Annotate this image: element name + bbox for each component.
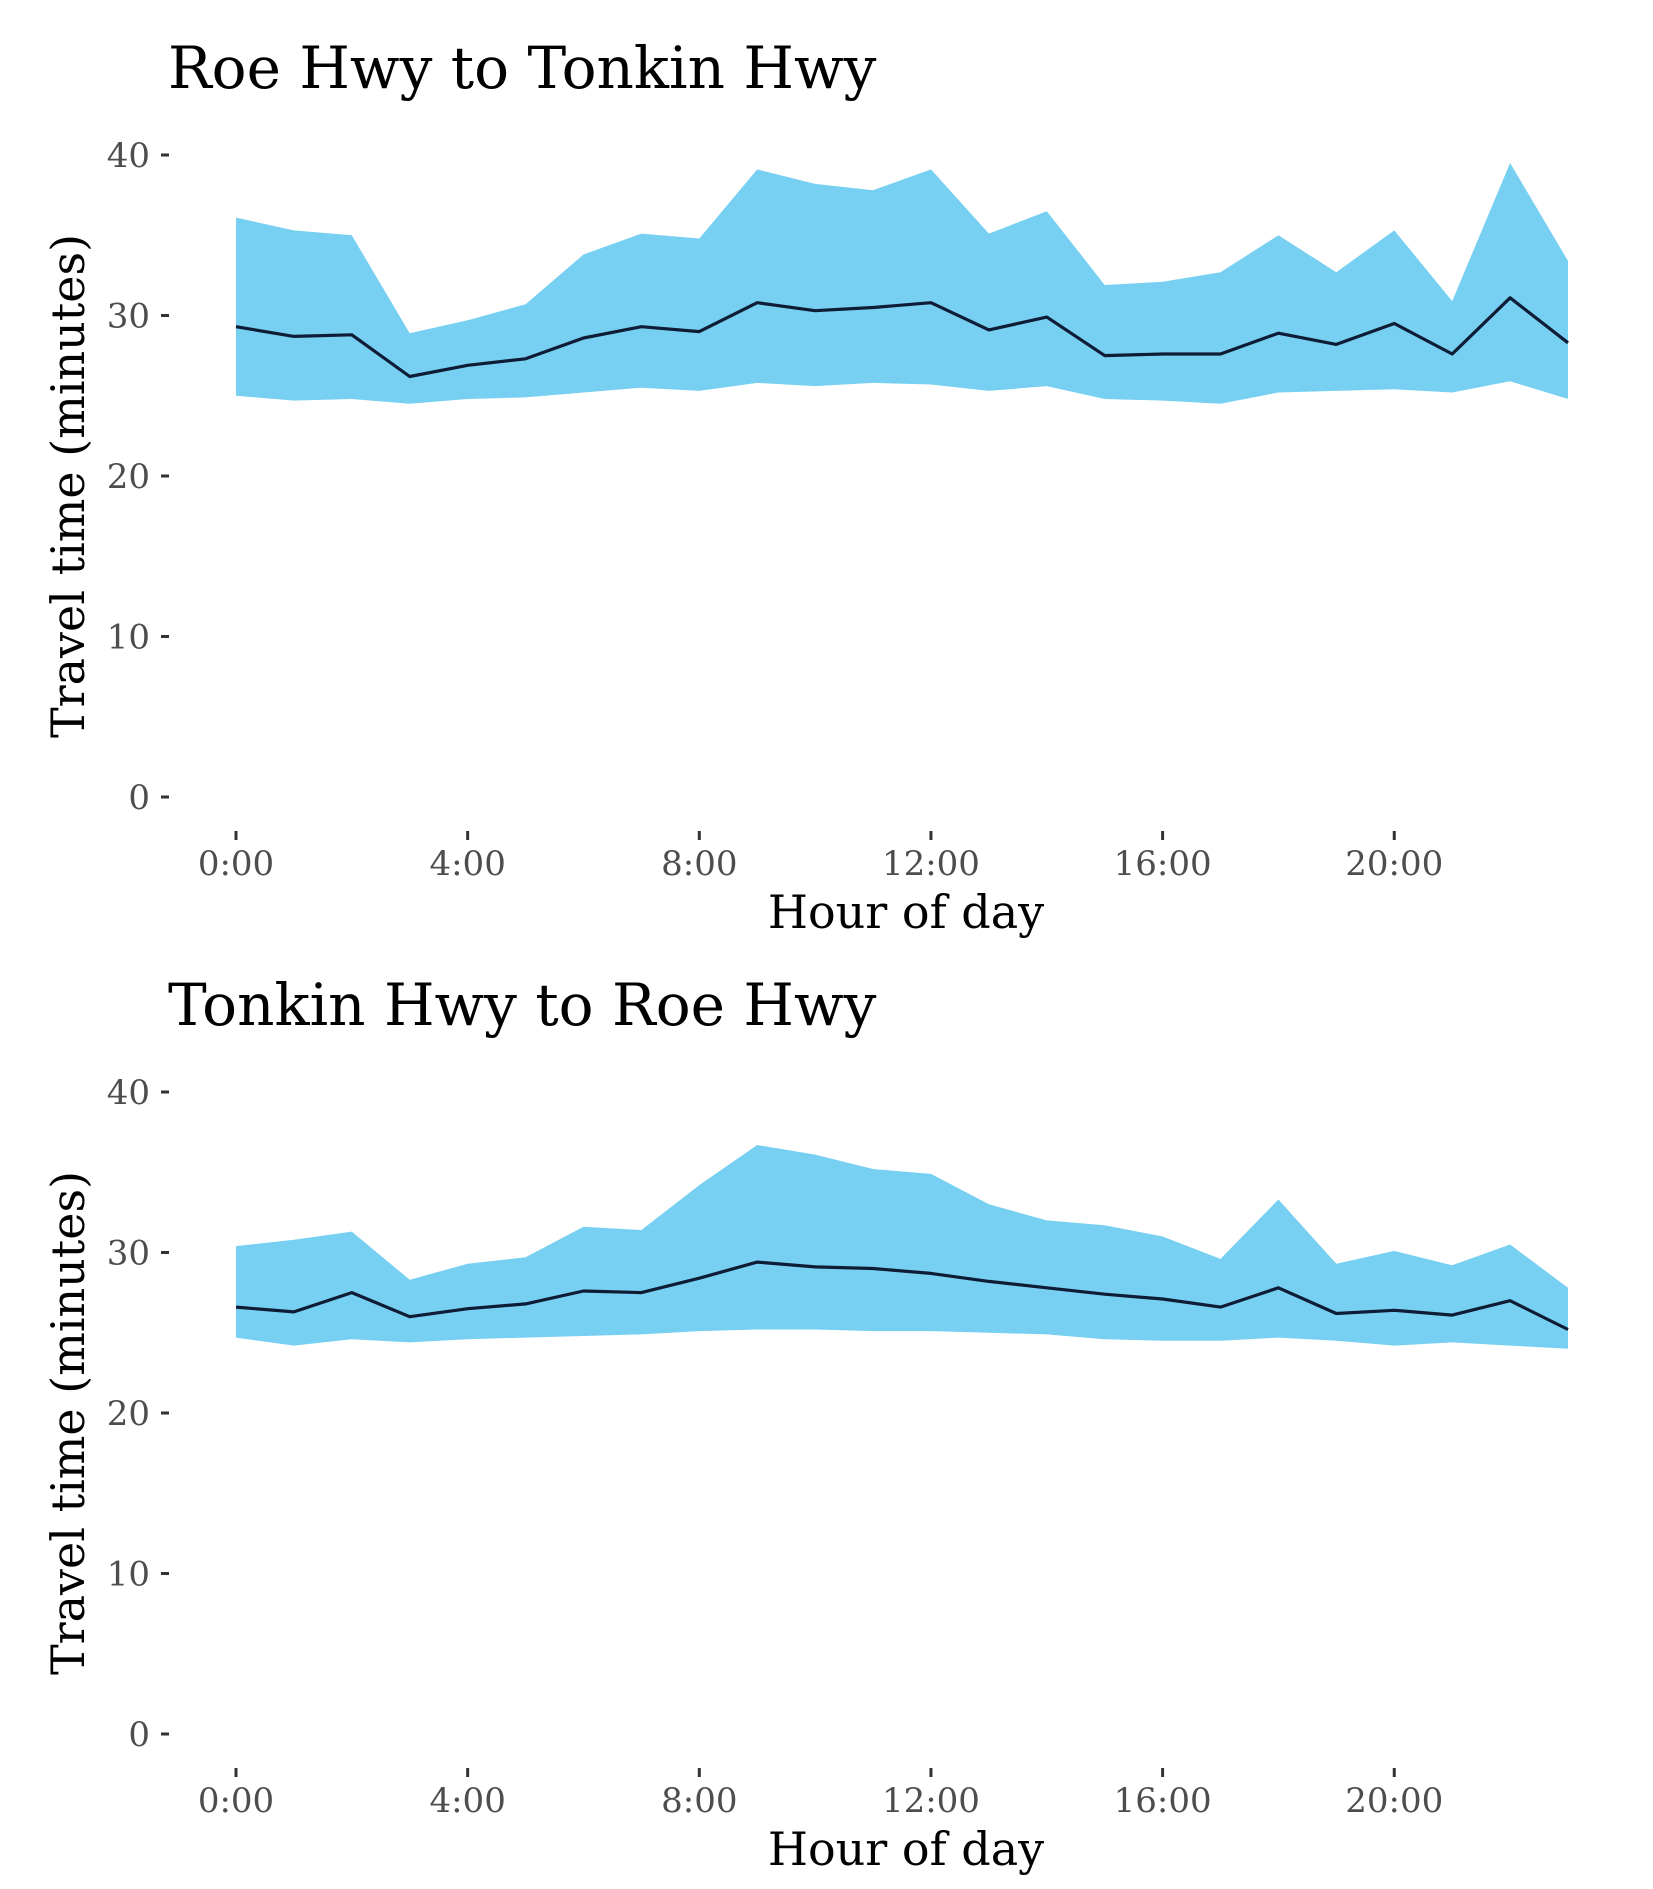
x-tick-label: 4:00 <box>429 1781 505 1821</box>
x-tick-label: 12:00 <box>882 1781 980 1821</box>
y-tick-label: 40 <box>107 1073 150 1113</box>
chart-title: Roe Hwy to Tonkin Hwy <box>168 34 877 102</box>
y-tick-label: 30 <box>107 1234 150 1274</box>
chart-title: Tonkin Hwy to Roe Hwy <box>168 971 877 1039</box>
x-tick-label: 16:00 <box>1114 1781 1212 1821</box>
x-axis-title: Hour of day <box>768 1822 1044 1876</box>
travel-time-line <box>235 296 1569 379</box>
x-tick-label: 16:00 <box>1114 844 1212 884</box>
x-tick-label: 8:00 <box>661 844 737 884</box>
travel-time-line <box>235 1260 1569 1331</box>
y-tick-label: 20 <box>107 457 150 497</box>
travel-time-range-band <box>236 163 1568 404</box>
x-tick-label: 0:00 <box>198 844 274 884</box>
y-tick-label: 30 <box>107 297 150 337</box>
x-axis-title: Hour of day <box>768 885 1044 939</box>
chart-panel-roe-to-tonkin: Roe Hwy to Tonkin Hwy 0 10 20 30 40 0:00 4:00 8:… <box>41 34 1569 939</box>
y-tick-label: 10 <box>107 1555 150 1595</box>
y-tick-label: 0 <box>128 1715 150 1755</box>
x-tick-label: 8:00 <box>661 1781 737 1821</box>
y-axis-title: Travel time (minutes) <box>41 234 95 738</box>
y-tick-label: 20 <box>107 1394 150 1434</box>
x-tick-label: 12:00 <box>882 844 980 884</box>
y-tick-label: 40 <box>107 136 150 176</box>
y-axis-title: Travel time (minutes) <box>41 1171 95 1675</box>
x-tick-label: 4:00 <box>429 844 505 884</box>
y-tick-label: 0 <box>128 778 150 818</box>
x-tick-label: 20:00 <box>1345 844 1443 884</box>
travel-time-range-band <box>236 1145 1568 1349</box>
x-tick-label: 0:00 <box>198 1781 274 1821</box>
x-tick-label: 20:00 <box>1345 1781 1443 1821</box>
chart-panel-tonkin-to-roe: Tonkin Hwy to Roe Hwy 0 10 20 30 40 0:00 4:00 8:… <box>41 971 1569 1876</box>
y-tick-label: 10 <box>107 618 150 658</box>
